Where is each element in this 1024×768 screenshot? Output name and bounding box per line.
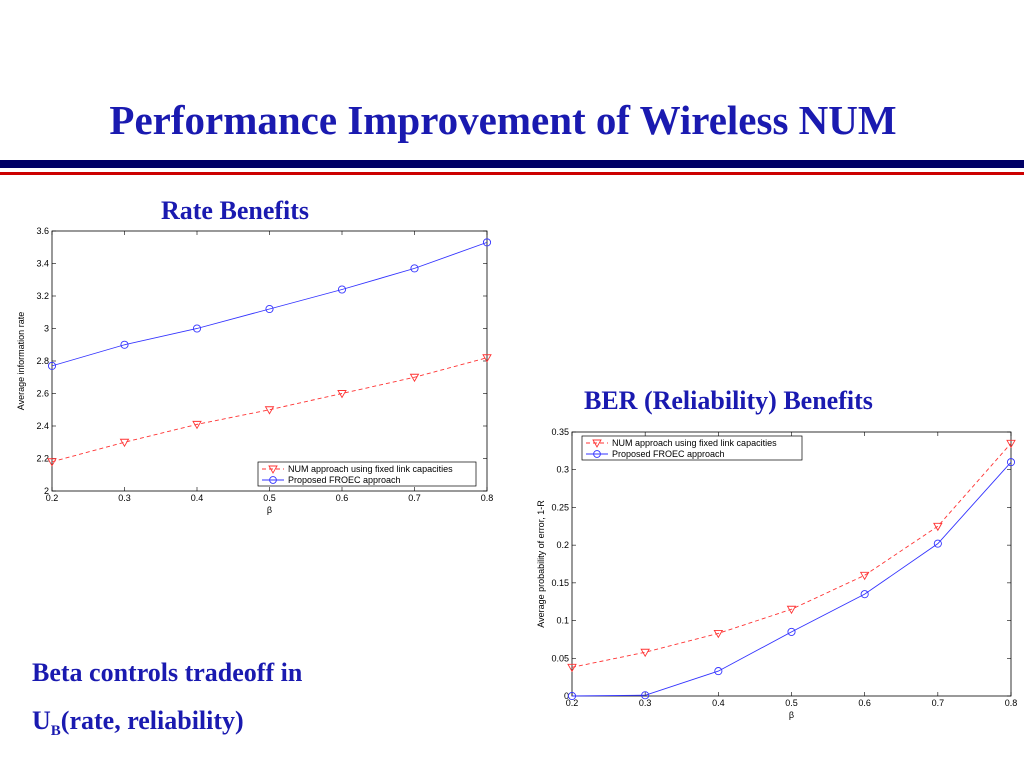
x-tick-label: 0.7 [932,698,945,708]
rate-chart: 0.2 0.3 0.4 0.5 0.6 0.7 0.8 2 2.2 2.4 2.6 2.8 3 3.2 3.… [16,226,494,515]
y-axis-label: Average probability of error, 1-R [536,500,546,628]
series-line-num [571,443,1012,668]
plot-frame [51,230,488,492]
y-tick-label: 0 [564,691,569,701]
data-point-num [786,605,797,615]
data-point-num [47,458,57,467]
utility-symbol: U [32,706,51,735]
series-line-froec [571,461,1012,697]
data-point-froec [47,361,57,370]
y-tick-label: 0.05 [551,653,569,663]
title-rule-dark [0,160,1024,168]
legend-swatch-marker [592,439,602,448]
x-tick-label: 0.8 [481,493,494,503]
y-tick-label: 3.6 [36,226,49,236]
title-rule-gap [0,168,1024,170]
data-point-froec [860,590,869,599]
data-point-num [119,438,130,448]
y-tick-label: 3 [44,324,49,334]
data-point-num [859,571,870,581]
x-tick-label: 0.8 [1005,698,1018,708]
legend-swatch-marker [593,450,601,458]
y-tick-label: 2.8 [36,356,49,366]
data-point-num [1006,439,1016,449]
data-point-froec [337,285,347,294]
data-point-num [192,420,202,430]
y-tick-label: 2.4 [36,421,49,431]
data-point-num [713,629,724,639]
ber-chart: 0.2 0.3 0.4 0.5 0.6 0.7 0.8 0 0.05 0.1 0.15 0.2 0.25… [536,427,1018,720]
y-tick-label: 0.3 [556,465,569,475]
data-point-num [933,522,943,532]
data-point-froec [265,304,274,314]
x-tick-label: 0.5 [785,698,798,708]
legend-entry-label: NUM approach using fixed link capacities [612,438,777,448]
data-point-froec [933,539,942,548]
plot-frame [571,431,1012,697]
y-tick-label: 3.4 [36,259,49,269]
tradeoff-note-line2: UB(rate, reliability) [32,706,244,740]
y-tick-label: 2.2 [36,454,49,464]
data-point-froec [567,691,577,701]
x-tick-label: 0.3 [639,698,652,708]
x-tick-label: 0.6 [336,493,349,503]
utility-subscript: B [50,723,61,740]
ber-benefits-heading: BER (Reliability) Benefits [584,386,873,415]
y-tick-label: 2 [44,486,49,496]
data-point-froec [787,627,796,636]
y-tick-label: 0.25 [551,502,569,512]
data-point-froec [641,691,650,700]
series-line-froec [51,241,488,367]
rate-benefits-heading: Rate Benefits [161,196,310,225]
legend-entry-label: Proposed FROEC approach [288,475,401,485]
data-point-froec [192,324,202,333]
data-point-froec [120,340,129,349]
x-tick-label: 0.6 [858,698,871,708]
legend-box [257,461,477,487]
series-line-num [51,357,488,463]
y-axis-label: Average information rate [16,312,26,410]
x-tick-label: 0.2 [46,493,59,503]
data-point-num [567,663,577,673]
x-tick-label: 0.4 [712,698,725,708]
legend-swatch-marker [269,476,277,484]
legend-entry-label: NUM approach using fixed link capacities [288,464,453,474]
x-axis-label: β [267,505,272,515]
y-tick-label: 0.1 [556,616,569,626]
data-point-num [482,354,492,363]
data-point-froec [482,238,492,247]
x-axis-label: β [789,710,794,720]
data-point-num [640,648,650,658]
y-tick-label: 0.35 [551,427,569,437]
y-tick-label: 0.15 [551,578,569,588]
title-rule-red [0,172,1024,175]
utility-args: (rate, reliability) [60,706,244,735]
data-point-froec [714,667,723,676]
legend-box [581,435,803,461]
x-tick-label: 0.3 [118,493,131,503]
data-point-num [264,406,275,415]
x-tick-label: 0.5 [263,493,276,503]
y-tick-label: 0.2 [556,540,569,550]
x-tick-label: 0.2 [566,698,579,708]
data-point-froec [410,264,419,273]
data-point-num [409,373,420,383]
legend-entry-label: Proposed FROEC approach [612,449,725,459]
y-tick-label: 2.6 [36,389,49,399]
data-point-num [337,390,347,399]
x-tick-label: 0.4 [191,493,204,503]
y-tick-label: 3.2 [36,291,49,301]
slide-title: Performance Improvement of Wireless NUM [109,97,897,143]
x-tick-label: 0.7 [408,493,421,503]
legend-swatch-marker [268,465,278,474]
tradeoff-note-line1: Beta controls tradeoff in [32,658,303,687]
data-point-froec [1006,458,1016,467]
